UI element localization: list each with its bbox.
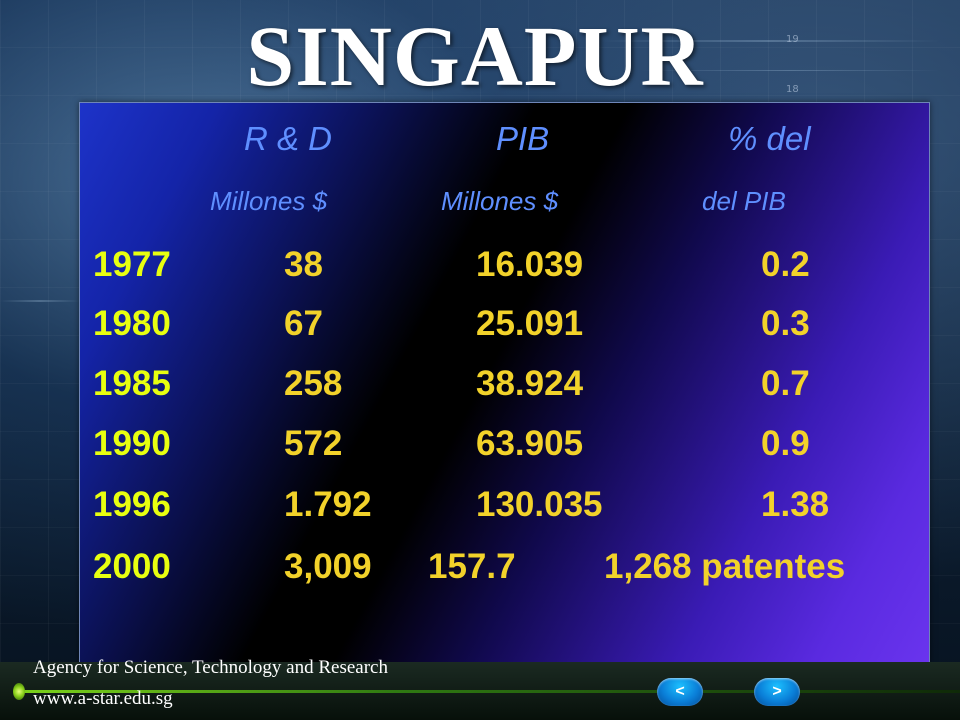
row-year: 1985 <box>93 364 171 403</box>
row-year: 1996 <box>93 485 171 524</box>
background-streak <box>0 300 80 302</box>
row-pib-value: 25.091 <box>476 304 584 343</box>
row-rd-value: 1.792 <box>284 485 372 524</box>
header-pct: % del <box>728 120 811 157</box>
header-rd-unit: Millones $ <box>210 186 328 216</box>
previous-slide-button[interactable]: < <box>657 678 703 706</box>
row-rd-value: 38 <box>284 245 323 284</box>
background-streak <box>640 70 940 71</box>
row-pct-value: 0.3 <box>761 304 810 343</box>
row-pct-value: 1,268 patentes <box>604 547 846 586</box>
row-pib-value: 63.905 <box>476 424 584 463</box>
row-year: 1977 <box>93 245 171 284</box>
row-pib-value: 16.039 <box>476 245 584 284</box>
next-slide-button[interactable]: > <box>754 678 800 706</box>
row-year: 1990 <box>93 424 171 463</box>
row-pct-value: 0.2 <box>761 245 810 284</box>
background-streak <box>600 40 940 42</box>
background-tick-label: 18 <box>786 84 799 95</box>
row-rd-value: 67 <box>284 304 323 343</box>
row-pct-value: 1.38 <box>761 485 830 524</box>
row-pib-value: 157.7 <box>428 547 516 586</box>
row-pct-value: 0.7 <box>761 364 810 403</box>
row-pct-value: 0.9 <box>761 424 810 463</box>
background-tick-label: 19 <box>786 34 799 45</box>
row-year: 1980 <box>93 304 171 343</box>
row-rd-value: 572 <box>284 424 343 463</box>
footer-glow-dot-icon <box>13 683 25 700</box>
header-rd: R & D <box>244 120 333 157</box>
row-year: 2000 <box>93 547 171 586</box>
row-rd-value: 258 <box>284 364 343 403</box>
footer-accent-line <box>20 690 960 693</box>
footer-url[interactable]: www.a-star.edu.sg <box>33 688 173 709</box>
data-table-panel <box>79 102 930 664</box>
footer-organization-name: Agency for Science, Technology and Resea… <box>33 657 388 678</box>
header-pct-unit: del PIB <box>702 186 786 216</box>
header-pib: PIB <box>496 120 550 157</box>
row-pib-value: 130.035 <box>476 485 603 524</box>
row-pib-value: 38.924 <box>476 364 584 403</box>
row-rd-value: 3,009 <box>284 547 372 586</box>
header-pib-unit: Millones $ <box>441 186 559 216</box>
slide-title: SINGAPUR <box>246 8 704 104</box>
